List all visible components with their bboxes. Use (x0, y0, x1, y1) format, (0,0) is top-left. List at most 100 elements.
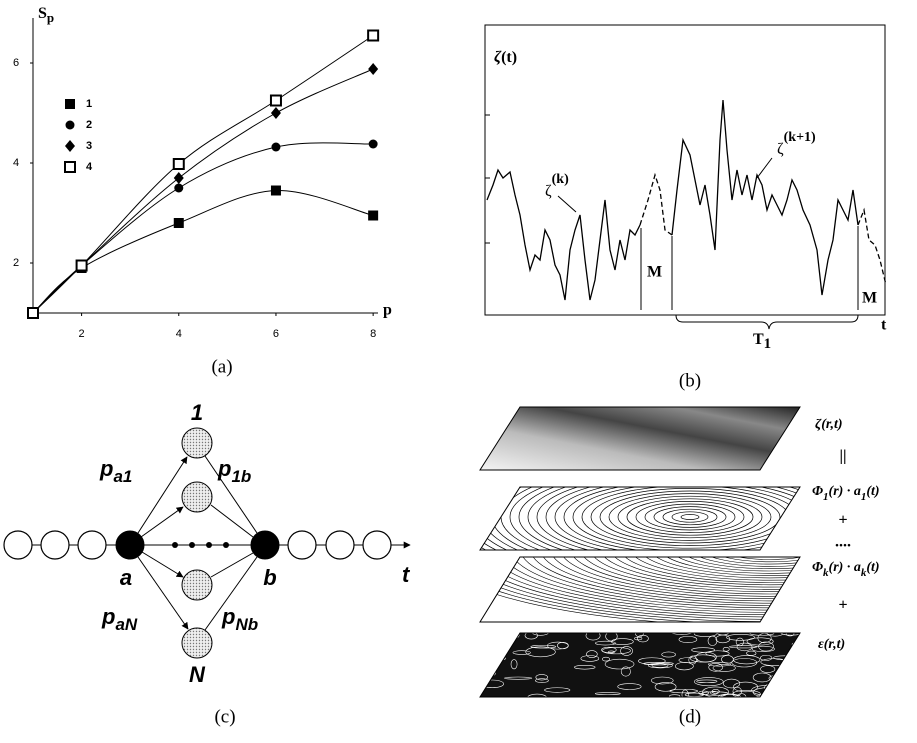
operator: + (838, 512, 847, 529)
texture (708, 662, 732, 667)
signal-gap (639, 172, 673, 236)
layer-field (479, 406, 801, 471)
texture (705, 650, 730, 657)
texture (654, 682, 677, 692)
marker (173, 172, 184, 184)
contour (699, 557, 800, 565)
x-tick-label: 8 (370, 328, 376, 340)
texture (638, 657, 666, 665)
contour (608, 493, 772, 541)
texture (774, 683, 785, 690)
texture (601, 656, 611, 662)
texture (637, 634, 649, 643)
texture (620, 646, 633, 656)
texture (669, 694, 681, 697)
edges (137, 455, 258, 631)
panel-c (3, 427, 411, 659)
marker (173, 218, 184, 228)
signal-gap (857, 207, 887, 286)
texture (574, 664, 596, 670)
interval-brace (675, 314, 859, 330)
texture (620, 666, 631, 677)
texture (768, 690, 784, 697)
texture (760, 654, 773, 661)
x-axis-label: p (383, 302, 392, 319)
curve-label: ζ(k) (545, 172, 569, 199)
texture (605, 633, 618, 642)
texture (781, 682, 800, 690)
contour (760, 546, 780, 551)
marker (270, 107, 281, 119)
legend-label: 1 (86, 98, 92, 110)
marker-label: M (862, 290, 877, 307)
marker (269, 94, 282, 107)
texture (723, 678, 741, 689)
texture (785, 633, 795, 637)
texture (701, 691, 729, 696)
edge-label: pa1 (99, 456, 132, 487)
contour (527, 487, 800, 550)
signal (486, 168, 641, 301)
contour (719, 557, 800, 560)
states (181, 427, 213, 659)
contour (639, 557, 800, 579)
layer-label: Φk(r) · ak(t) (812, 560, 880, 578)
panel-d: ζ(r,t) Φ1(r) · a1(t) Φk(r) · ak(t) ε(r,t… (479, 406, 880, 698)
texture (510, 659, 518, 670)
texture (735, 637, 744, 647)
legend-label: 3 (86, 140, 92, 152)
x-tick-label: 6 (273, 328, 279, 340)
texture (535, 674, 548, 681)
ticks (485, 114, 490, 244)
texture (717, 693, 742, 697)
panel-b: ζ(t) ζ(k) ζ(k+1) M M T1 t (484, 24, 887, 352)
texture (525, 646, 556, 658)
contour (671, 511, 709, 523)
texture (594, 692, 621, 695)
texture (595, 640, 616, 646)
contour (680, 514, 700, 520)
texture (733, 681, 758, 693)
operator: || (839, 448, 846, 465)
contour (579, 557, 800, 592)
y-label: ζ(t) (494, 49, 517, 66)
contour (529, 557, 800, 604)
marker (367, 29, 380, 42)
x-tick-label: 4 (176, 328, 182, 340)
frame (484, 24, 886, 316)
x-label: t (881, 317, 887, 334)
node-label: N (189, 662, 206, 687)
contour (599, 557, 800, 588)
y-tick-label: 4 (13, 157, 19, 169)
texture (707, 635, 718, 646)
series-line (32, 68, 374, 314)
texture (634, 636, 643, 641)
legend-marker (65, 140, 75, 152)
texture (483, 644, 495, 648)
contour (572, 487, 800, 550)
contour (709, 557, 800, 563)
texture (729, 645, 758, 649)
texture (480, 692, 482, 697)
texture (530, 644, 557, 649)
texture (712, 664, 736, 672)
marker (271, 142, 281, 152)
contour (649, 557, 800, 576)
layer-label: ε(r,t) (818, 637, 845, 652)
contour (619, 557, 800, 583)
x-tick-label: 2 (79, 328, 85, 340)
texture (778, 633, 800, 636)
contour (563, 487, 800, 550)
legend-label: 2 (86, 119, 92, 131)
texture (585, 633, 601, 641)
layer-border (479, 486, 801, 551)
y-tick-label: 6 (13, 57, 19, 69)
edge-label: paN (101, 604, 138, 635)
curve-label: ζ(k+1) (777, 130, 816, 157)
texture (678, 657, 699, 664)
texture (751, 645, 775, 652)
operator: .... (835, 534, 851, 551)
layer-label: Φ1(r) · a1(t) (812, 484, 880, 502)
y-axis-label: Sp (38, 5, 54, 25)
marker (27, 307, 39, 319)
